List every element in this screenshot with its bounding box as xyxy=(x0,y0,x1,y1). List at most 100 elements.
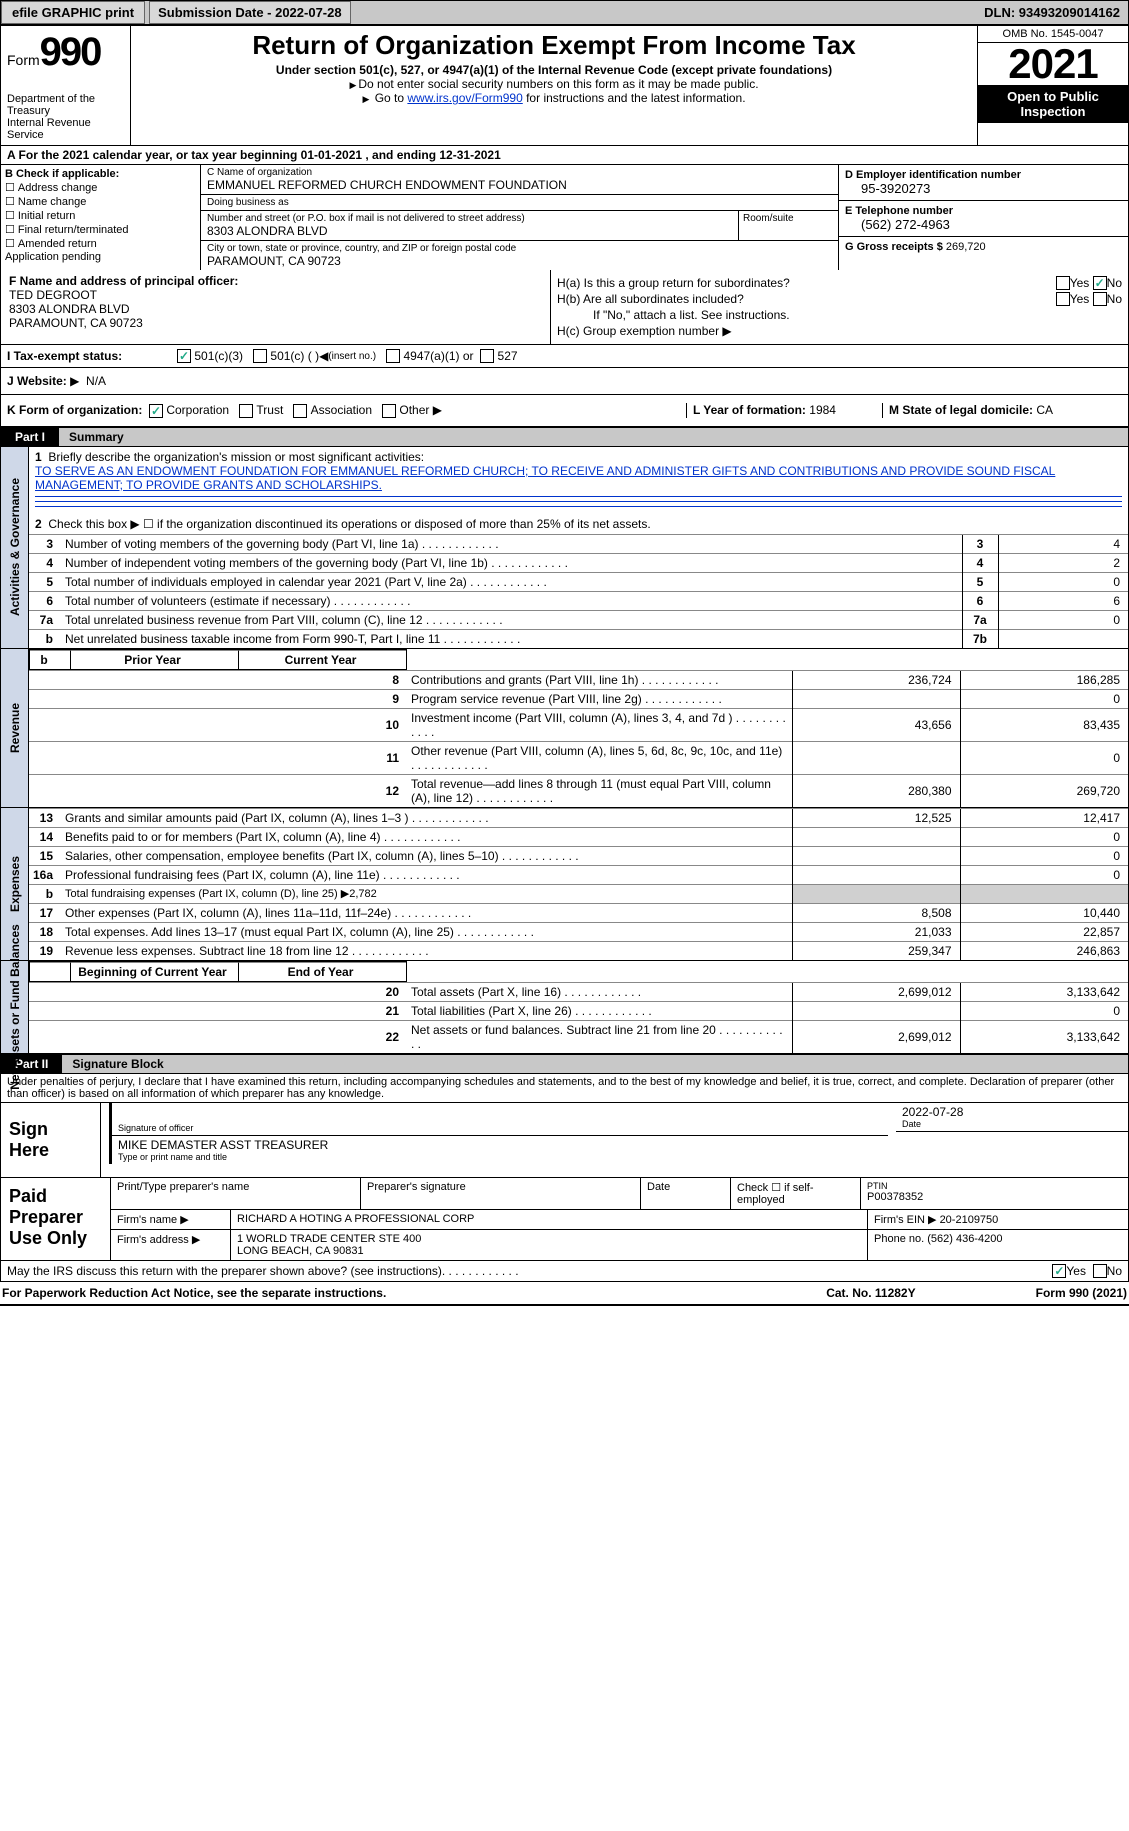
line-num: 14 xyxy=(29,827,61,846)
chk-4947[interactable] xyxy=(386,349,400,363)
phone-label: E Telephone number xyxy=(845,205,1122,217)
irs-label: Internal Revenue Service xyxy=(7,117,124,141)
no-label2: No xyxy=(1107,292,1122,306)
current-val: 246,863 xyxy=(960,941,1128,960)
current-val: 83,435 xyxy=(960,708,1128,741)
current-val: 0 xyxy=(960,865,1128,884)
ha-no-checkbox[interactable] xyxy=(1093,276,1107,290)
line-box: 4 xyxy=(962,553,998,572)
chk-other[interactable] xyxy=(382,404,396,418)
line-desc: Total number of volunteers (estimate if … xyxy=(61,591,962,610)
chk-amended-return[interactable]: Amended return xyxy=(5,237,196,250)
discuss-yes-checkbox[interactable] xyxy=(1052,1264,1066,1278)
line-num: 11 xyxy=(29,741,407,774)
opt-501c-note: (insert no.) xyxy=(328,351,376,362)
ptin-value: P00378352 xyxy=(867,1191,1122,1203)
section-fh: F Name and address of principal officer:… xyxy=(0,270,1129,345)
side-label-netassets: Net Assets or Fund Balances xyxy=(1,961,29,1053)
firm-ein-label: Firm's EIN ▶ xyxy=(874,1214,937,1226)
top-bar: efile GRAPHIC print Submission Date - 20… xyxy=(0,0,1129,25)
row-a-period: A For the 2021 calendar year, or tax yea… xyxy=(0,146,1129,165)
submission-date: Submission Date - 2022-07-28 xyxy=(149,1,351,24)
gross-label: G Gross receipts $ xyxy=(845,241,943,253)
mission-text: TO SERVE AS AN ENDOWMENT FOUNDATION FOR … xyxy=(35,464,1055,492)
line-desc: Number of independent voting members of … xyxy=(61,553,962,572)
firm-addr1: 1 WORLD TRADE CENTER STE 400 xyxy=(237,1233,861,1245)
tax-year: 2021 xyxy=(978,43,1128,85)
line-num: 20 xyxy=(29,982,407,1001)
line-num: 10 xyxy=(29,708,407,741)
sub3-post: for instructions and the latest informat… xyxy=(523,91,746,105)
line-desc: Other expenses (Part IX, column (A), lin… xyxy=(61,903,792,922)
chk-address-change[interactable]: Address change xyxy=(5,181,196,194)
col-d-ein: D Employer identification number 95-3920… xyxy=(838,165,1128,270)
chk-527[interactable] xyxy=(480,349,494,363)
ptin-label: PTIN xyxy=(867,1181,1122,1191)
current-val: 0 xyxy=(960,846,1128,865)
chk-name-change[interactable]: Name change xyxy=(5,195,196,208)
org-name-label: C Name of organization xyxy=(207,167,832,178)
dba-label: Doing business as xyxy=(207,197,832,208)
current-val xyxy=(960,884,1128,903)
prior-val: 280,380 xyxy=(792,774,960,807)
paperwork-notice: For Paperwork Reduction Act Notice, see … xyxy=(2,1286,386,1300)
roomsuite-label: Room/suite xyxy=(738,211,838,241)
firm-name-label: Firm's name ▶ xyxy=(111,1210,231,1229)
website-label: J Website: xyxy=(7,374,67,388)
line-desc: Total expenses. Add lines 13–17 (must eq… xyxy=(61,922,792,941)
hc-label: H(c) Group exemption number xyxy=(557,324,719,338)
check-self-employed[interactable]: Check ☐ if self-employed xyxy=(731,1178,861,1209)
sig-date-value: 2022-07-28 xyxy=(902,1105,1122,1119)
print-name-label: Print/Type preparer's name xyxy=(111,1178,361,1209)
city-label: City or town, state or province, country… xyxy=(207,243,832,254)
line-num: 15 xyxy=(29,846,61,865)
prior-val: 2,699,012 xyxy=(792,982,960,1001)
current-val: 0 xyxy=(960,1001,1128,1020)
line-desc: Revenue less expenses. Subtract line 18 … xyxy=(61,941,792,960)
line-num: 17 xyxy=(29,903,61,922)
current-year-hdr: Current Year xyxy=(238,650,406,669)
hb-no-checkbox[interactable] xyxy=(1093,292,1107,306)
firm-name-value: RICHARD A HOTING A PROFESSIONAL CORP xyxy=(231,1210,868,1229)
chk-501c[interactable] xyxy=(253,349,267,363)
chk-501c3[interactable] xyxy=(177,349,191,363)
chk-initial-return[interactable]: Initial return xyxy=(5,209,196,222)
current-val: 10,440 xyxy=(960,903,1128,922)
line-desc: Net assets or fund balances. Subtract li… xyxy=(407,1020,792,1053)
current-val: 0 xyxy=(960,827,1128,846)
chk-app-pending[interactable]: Application pending xyxy=(5,251,196,263)
line-num: 6 xyxy=(29,591,61,610)
current-val: 0 xyxy=(960,689,1128,708)
yes-label: Yes xyxy=(1070,276,1090,290)
firm-addr-label: Firm's address ▶ xyxy=(111,1230,231,1260)
street-label: Number and street (or P.O. box if mail i… xyxy=(207,213,732,224)
chk-trust[interactable] xyxy=(239,404,253,418)
discuss-yes: Yes xyxy=(1066,1264,1086,1278)
line-box: 3 xyxy=(962,534,998,553)
ein-value: 95-3920273 xyxy=(845,181,1122,196)
line-desc: Benefits paid to or for members (Part IX… xyxy=(61,827,792,846)
line-desc: Total liabilities (Part X, line 26) xyxy=(407,1001,792,1020)
line-box: 7b xyxy=(962,629,998,648)
prior-val xyxy=(792,1001,960,1020)
irs-link[interactable]: www.irs.gov/Form990 xyxy=(407,91,522,105)
line-num: b xyxy=(29,629,61,648)
officer-name: TED DEGROOT xyxy=(9,288,542,302)
side-label-ag: Activities & Governance xyxy=(1,447,29,648)
signature-line[interactable] xyxy=(118,1105,882,1123)
line-box: 7a xyxy=(962,610,998,629)
hb-yes-checkbox[interactable] xyxy=(1056,292,1070,306)
dln: DLN: 93493209014162 xyxy=(976,5,1128,20)
line-val: 6 xyxy=(998,591,1128,610)
chk-final-return[interactable]: Final return/terminated xyxy=(5,223,196,236)
signature-section: Under penalties of perjury, I declare th… xyxy=(0,1074,1129,1178)
officer-name-title: MIKE DEMASTER ASST TREASURER xyxy=(118,1138,882,1152)
opt-4947: 4947(a)(1) or xyxy=(403,349,473,363)
discuss-no-checkbox[interactable] xyxy=(1093,1264,1107,1278)
line-desc: Other revenue (Part VIII, column (A), li… xyxy=(407,741,792,774)
line-num: 12 xyxy=(29,774,407,807)
chk-corp[interactable] xyxy=(149,404,163,418)
ha-yes-checkbox[interactable] xyxy=(1056,276,1070,290)
efile-print-button[interactable]: efile GRAPHIC print xyxy=(1,1,145,24)
chk-assoc[interactable] xyxy=(293,404,307,418)
